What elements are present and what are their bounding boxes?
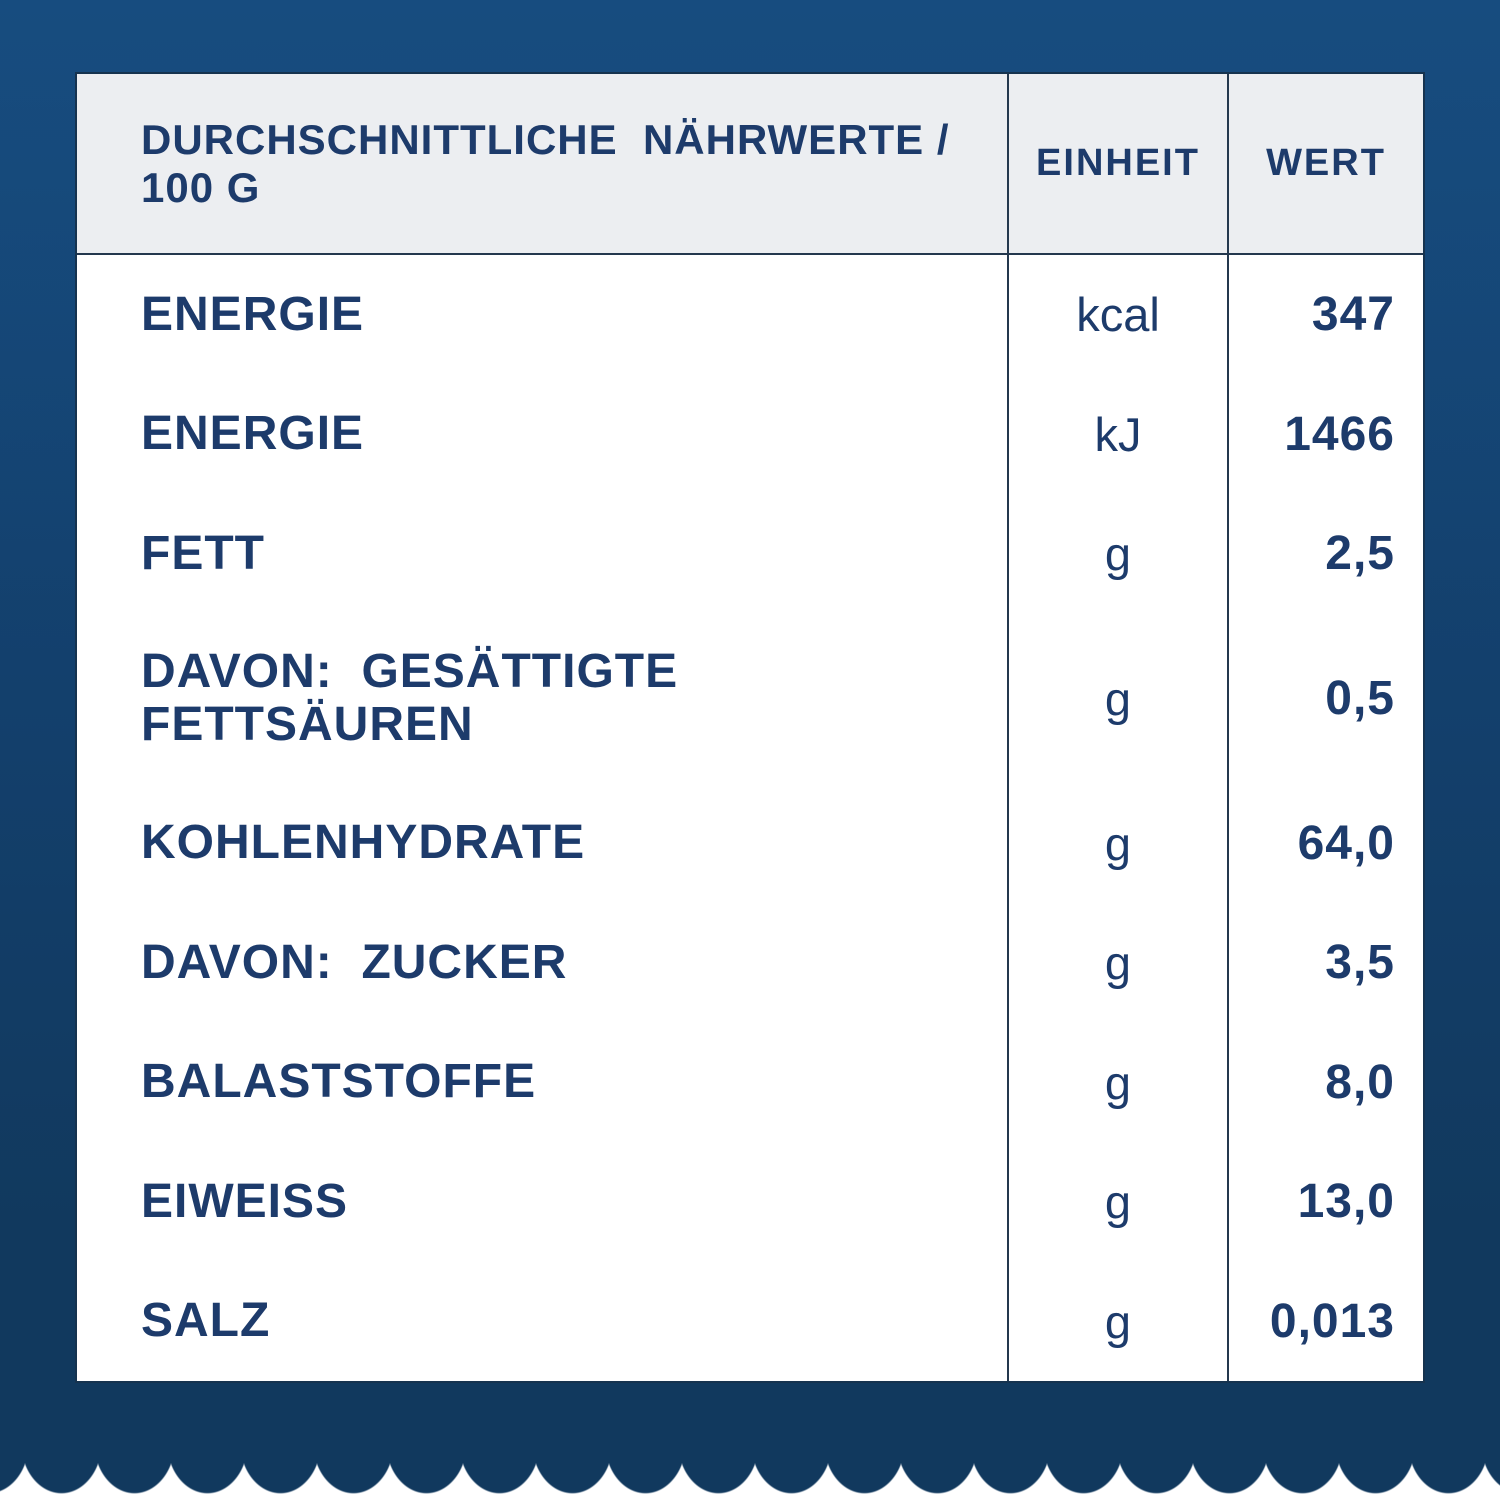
row-label: SALZ (141, 1294, 271, 1348)
table-row: FETT g 2,5 (77, 494, 1423, 614)
row-value: 1466 (1284, 407, 1395, 461)
table-row: DAVON: GESÄTTIGTE FETTSÄUREN g 0,5 (77, 613, 1423, 784)
unit-column-header: EINHEIT (1036, 142, 1200, 184)
row-value: 347 (1311, 288, 1395, 342)
row-unit-cell: g (1007, 1022, 1227, 1142)
row-label-cell: SALZ (77, 1261, 1007, 1381)
row-value-cell: 8,0 (1227, 1022, 1423, 1142)
row-label: KOHLENHYDRATE (141, 816, 586, 870)
row-unit-cell: g (1007, 494, 1227, 614)
row-value-cell: 3,5 (1227, 902, 1423, 1023)
row-unit-cell: g (1007, 783, 1227, 903)
row-value-cell: 347 (1227, 255, 1423, 375)
row-value-cell: 13,0 (1227, 1141, 1423, 1262)
row-unit: g (1104, 936, 1132, 990)
row-value-cell: 1466 (1227, 374, 1423, 495)
row-value-cell: 2,5 (1227, 494, 1423, 614)
row-value: 8,0 (1325, 1055, 1395, 1109)
row-label: EIWEISS (141, 1174, 349, 1228)
row-label: ENERGIE (141, 407, 365, 461)
row-unit-cell: g (1007, 1261, 1227, 1381)
table-title: DURCHSCHNITTLICHE NÄHRWERTE / 100 G (141, 115, 963, 211)
scalloped-bottom-edge (0, 1442, 1500, 1500)
row-label-cell: FETT (77, 494, 1007, 614)
row-value: 13,0 (1297, 1175, 1395, 1229)
value-column-header: WERT (1266, 142, 1386, 184)
table-row: BALASTSTOFFE g 8,0 (77, 1022, 1423, 1142)
table-row: SALZ g 0,013 (77, 1261, 1423, 1381)
row-label: ENERGIE (141, 287, 365, 341)
row-unit: g (1104, 1175, 1132, 1229)
row-label-cell: ENERGIE (77, 375, 1007, 495)
row-unit: g (1104, 1294, 1132, 1348)
table-header-row: DURCHSCHNITTLICHE NÄHRWERTE / 100 G EINH… (77, 74, 1423, 255)
row-unit: kJ (1094, 407, 1142, 461)
table-row: DAVON: ZUCKER g 3,5 (77, 902, 1423, 1023)
row-unit-cell: g (1007, 902, 1227, 1023)
row-label-cell: DAVON: GESÄTTIGTE FETTSÄUREN (77, 614, 1007, 784)
row-label: BALASTSTOFFE (141, 1055, 537, 1109)
row-label: DAVON: GESÄTTIGTE FETTSÄUREN (141, 644, 679, 752)
row-value: 0,5 (1325, 671, 1395, 725)
table-row: EIWEISS g 13,0 (77, 1141, 1423, 1262)
table-row: KOHLENHYDRATE g 64,0 (77, 783, 1423, 903)
row-value-cell: 0,5 (1227, 613, 1423, 784)
row-value-cell: 0,013 (1227, 1261, 1423, 1381)
row-label: FETT (141, 526, 265, 580)
row-label-cell: EIWEISS (77, 1142, 1007, 1262)
header-cell-nutrients: DURCHSCHNITTLICHE NÄHRWERTE / 100 G (77, 74, 1007, 255)
table-row: ENERGIE kJ 1466 (77, 374, 1423, 495)
row-value: 2,5 (1325, 527, 1395, 581)
row-label-cell: ENERGIE (77, 255, 1007, 375)
row-unit-cell: g (1007, 613, 1227, 784)
row-unit-cell: kJ (1007, 374, 1227, 495)
row-label-cell: BALASTSTOFFE (77, 1022, 1007, 1142)
row-unit: g (1104, 527, 1132, 581)
row-value-cell: 64,0 (1227, 783, 1423, 903)
row-unit: g (1104, 671, 1132, 725)
row-value: 3,5 (1325, 936, 1395, 990)
nutrition-table: DURCHSCHNITTLICHE NÄHRWERTE / 100 G EINH… (75, 72, 1425, 1383)
row-unit: kcal (1076, 288, 1160, 342)
row-value: 0,013 (1269, 1294, 1395, 1348)
row-unit: g (1104, 816, 1132, 870)
header-cell-unit: EINHEIT (1007, 74, 1227, 255)
row-unit-cell: kcal (1007, 255, 1227, 375)
row-label-cell: DAVON: ZUCKER (77, 903, 1007, 1023)
header-cell-value: WERT (1227, 74, 1423, 255)
row-value: 64,0 (1297, 816, 1395, 870)
row-unit: g (1104, 1055, 1132, 1109)
table-row: ENERGIE kcal 347 (77, 255, 1423, 375)
row-label: DAVON: ZUCKER (141, 935, 568, 989)
row-label-cell: KOHLENHYDRATE (77, 783, 1007, 903)
row-unit-cell: g (1007, 1141, 1227, 1262)
